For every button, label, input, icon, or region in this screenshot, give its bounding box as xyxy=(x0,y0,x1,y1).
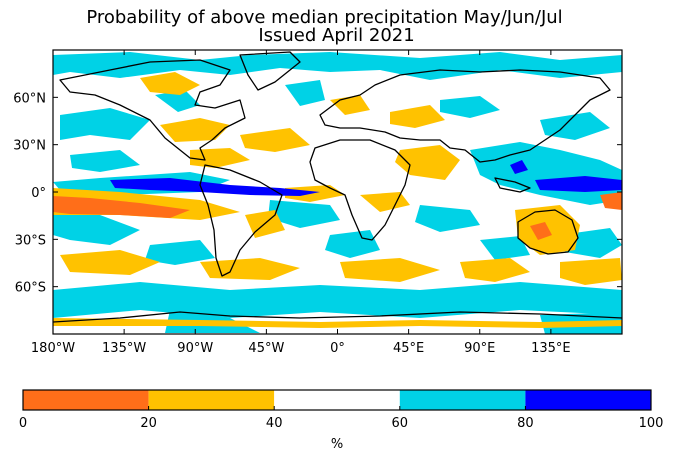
colorbar-tick-label: 60 xyxy=(392,416,409,431)
lon-tick-label: 45°E xyxy=(393,341,424,356)
colorbar-segment xyxy=(148,390,275,410)
lat-tick-label: 0° xyxy=(31,186,46,201)
colorbar-frame xyxy=(22,389,652,411)
colorbar-segment xyxy=(525,390,651,410)
orange-regions xyxy=(53,192,622,240)
colorbar-unit-label: % xyxy=(331,437,343,452)
map-area xyxy=(53,50,622,334)
lon-tick-label: 135°W xyxy=(102,341,146,356)
lat-tick-label: 60°S xyxy=(15,281,46,296)
australia-coast xyxy=(517,209,579,255)
greenland-coast xyxy=(239,51,301,91)
latitude-axis: 60°N 30°N 0° 30°S 60°S xyxy=(13,91,622,296)
colorbar xyxy=(23,390,651,410)
indonesia-coast xyxy=(494,177,531,193)
lon-tick-label: 180°W xyxy=(31,341,75,356)
colorbar-tick-label: 20 xyxy=(140,416,157,431)
africa-coast xyxy=(309,139,411,241)
north-america-coast xyxy=(59,59,246,161)
lat-tick-label: 60°N xyxy=(13,91,46,106)
title-line-2: Issued April 2021 xyxy=(258,25,415,46)
blue-regions xyxy=(110,160,622,196)
title-line-1: Probability of above median precipitatio… xyxy=(86,7,563,28)
colorbar-tick-label: 80 xyxy=(517,416,534,431)
colorbar-ticks: 0 20 40 60 80 100 xyxy=(19,406,664,431)
longitude-axis: 180°W 135°W 90°W 45°W 0° 45°E 90°E 135°E xyxy=(31,50,571,356)
lon-tick-label: 0° xyxy=(330,341,345,356)
lon-tick-label: 135°E xyxy=(531,341,571,356)
lon-tick-label: 45°W xyxy=(248,341,284,356)
south-america-coast xyxy=(199,164,283,277)
colorbar-segment xyxy=(274,390,400,410)
lat-tick-label: 30°N xyxy=(13,139,46,154)
colorbar-tick-label: 100 xyxy=(639,416,664,431)
antarctica-coast xyxy=(53,311,622,323)
coastlines xyxy=(53,51,622,323)
europe-asia-coast xyxy=(319,69,611,163)
lon-tick-label: 90°W xyxy=(177,341,213,356)
colorbar-segment xyxy=(399,390,526,410)
colorbar-tick-label: 40 xyxy=(266,416,283,431)
colorbar-tick-label: 0 xyxy=(19,416,27,431)
colorbar-segment xyxy=(23,390,149,410)
lon-tick-label: 90°E xyxy=(464,341,495,356)
lat-tick-label: 30°S xyxy=(15,233,46,248)
